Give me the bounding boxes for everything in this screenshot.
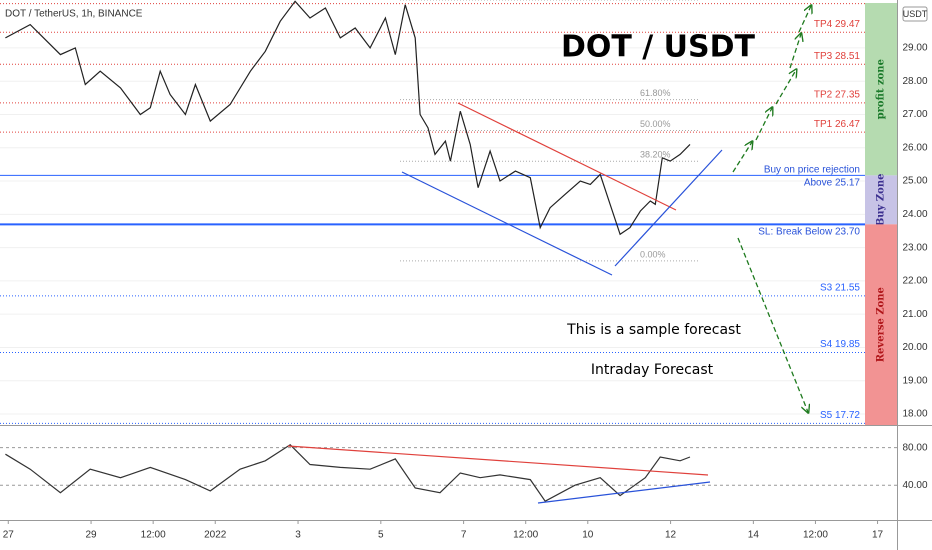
level-label: S5 17.72 bbox=[820, 410, 860, 421]
y-tick-label: 29.00 bbox=[902, 43, 927, 54]
zone-label: Reverse Zone bbox=[876, 287, 887, 362]
x-tick-label: 12:00 bbox=[803, 530, 828, 541]
x-tick-label: 12:00 bbox=[141, 530, 166, 541]
y-tick-label: 18.00 bbox=[902, 409, 927, 420]
zone bbox=[865, 224, 897, 425]
price-line bbox=[5, 444, 691, 502]
y-tick-label: 80.00 bbox=[902, 442, 927, 453]
level-label: TP3 28.51 bbox=[814, 51, 861, 62]
x-tick-label: 12:00 bbox=[513, 530, 538, 541]
rsi-trend-line bbox=[537, 481, 711, 504]
y-tick-label: 40.00 bbox=[902, 480, 927, 491]
symbol-header: DOT / TetherUS, 1h, BINANCE bbox=[5, 9, 143, 20]
zone-label: Buy Zone bbox=[876, 174, 887, 227]
y-tick-label: 26.00 bbox=[902, 142, 927, 153]
annotation: Buy on price rejection bbox=[764, 165, 860, 176]
zone bbox=[865, 2, 897, 176]
arrow bbox=[798, 6, 811, 33]
fib-label: 50.00% bbox=[640, 119, 671, 129]
arrow bbox=[789, 34, 801, 69]
x-tick-label: 7 bbox=[461, 530, 467, 541]
x-tick-label: 14 bbox=[748, 530, 760, 541]
annotation: This is a sample forecast bbox=[566, 322, 741, 338]
x-tick-label: 10 bbox=[582, 530, 594, 541]
x-tick-label: 5 bbox=[378, 530, 384, 541]
drawings bbox=[287, 102, 723, 504]
price-line bbox=[5, 0, 691, 236]
arrow bbox=[732, 142, 752, 173]
y-tick-label: 22.00 bbox=[902, 276, 927, 287]
x-tick-label: 2022 bbox=[204, 530, 227, 541]
trend-line bbox=[457, 102, 677, 211]
y-tick-label: 20.00 bbox=[902, 342, 927, 353]
unit-badge bbox=[902, 6, 928, 22]
annotation: SL: Break Below 23.70 bbox=[758, 227, 860, 238]
chart-title: DOT / USDT bbox=[561, 30, 756, 65]
level-label: TP2 27.35 bbox=[814, 89, 861, 100]
zone-label: profit zone bbox=[876, 59, 887, 119]
level-label: S3 21.55 bbox=[820, 283, 860, 294]
level-label: TP1 26.47 bbox=[814, 119, 861, 130]
forecast-arrows bbox=[732, 6, 811, 412]
level-label: S4 19.85 bbox=[820, 339, 860, 350]
y-tick-label: 19.00 bbox=[902, 375, 927, 386]
x-tick-label: 12 bbox=[665, 530, 677, 541]
arrow bbox=[737, 237, 808, 412]
trend-line bbox=[614, 149, 723, 267]
price-pane: profit zone Buy Zone Reverse Zone 0.00% 38.2… bbox=[0, 0, 897, 524]
arrow bbox=[755, 108, 772, 141]
x-tick-label: 27 bbox=[3, 530, 15, 541]
y-tick-label: 28.00 bbox=[902, 76, 927, 87]
annotation: Above 25.17 bbox=[804, 178, 861, 189]
fib-label: 0.00% bbox=[640, 249, 666, 259]
level-label: TP5 30.33 bbox=[814, 0, 861, 1]
x-tick-label: 29 bbox=[86, 530, 98, 541]
y-tick-label: 21.00 bbox=[902, 309, 927, 320]
y-tick-label: 27.00 bbox=[902, 109, 927, 120]
rsi-trend-line bbox=[287, 445, 709, 476]
annotation: Intraday Forecast bbox=[591, 362, 714, 378]
level-label: TP4 29.47 bbox=[814, 19, 861, 30]
x-tick-label: 3 bbox=[295, 530, 301, 541]
zone bbox=[865, 175, 897, 225]
trend-line bbox=[401, 171, 613, 276]
fib-label: 61.80% bbox=[640, 88, 671, 98]
x-tick-label: 17 bbox=[872, 530, 884, 541]
y-tick-label: 24.00 bbox=[902, 209, 927, 220]
y-tick-label: 25.00 bbox=[902, 176, 927, 187]
arrow bbox=[775, 70, 796, 105]
y-tick-label: 23.00 bbox=[902, 242, 927, 253]
y-unit: USDT bbox=[903, 9, 928, 19]
fib-label: 38.20% bbox=[640, 150, 671, 160]
